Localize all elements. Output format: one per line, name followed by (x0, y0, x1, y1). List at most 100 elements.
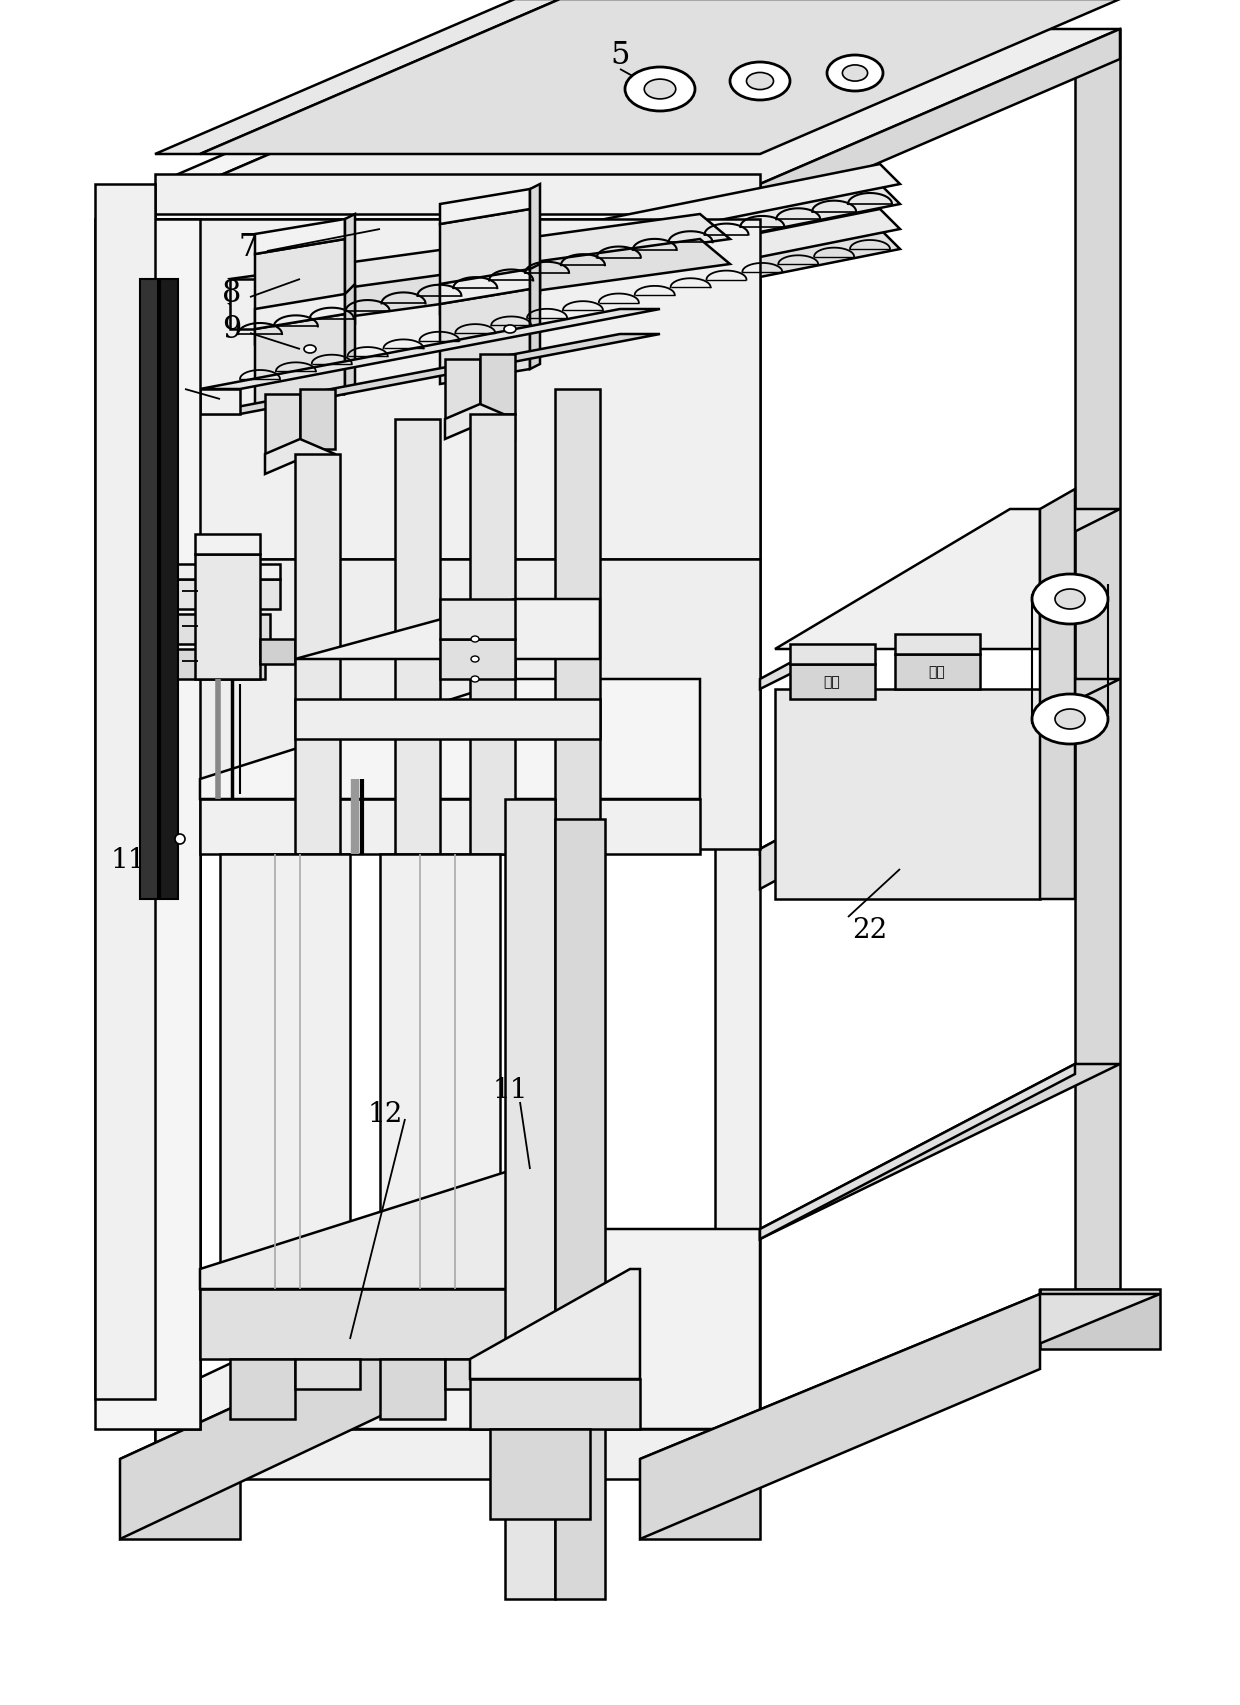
Polygon shape (480, 1289, 600, 1349)
Ellipse shape (827, 56, 883, 92)
Polygon shape (155, 220, 760, 254)
Ellipse shape (1055, 709, 1085, 730)
Polygon shape (556, 390, 600, 854)
Polygon shape (470, 1379, 640, 1429)
Ellipse shape (842, 66, 868, 82)
Polygon shape (200, 1170, 529, 1289)
Text: 3: 3 (157, 370, 177, 401)
Polygon shape (195, 554, 260, 680)
Text: 7: 7 (238, 232, 258, 263)
Polygon shape (760, 680, 1120, 854)
Ellipse shape (1055, 590, 1085, 610)
Polygon shape (155, 559, 760, 849)
Polygon shape (229, 280, 260, 329)
Polygon shape (200, 800, 701, 854)
Polygon shape (140, 280, 157, 900)
Polygon shape (229, 240, 730, 329)
Polygon shape (515, 31, 560, 1289)
Polygon shape (775, 689, 1040, 900)
Polygon shape (1040, 489, 1075, 900)
Polygon shape (445, 360, 480, 419)
Polygon shape (760, 680, 1075, 890)
Polygon shape (760, 31, 1120, 215)
Text: 8: 8 (222, 278, 242, 309)
Polygon shape (200, 1289, 529, 1359)
Text: 电机: 电机 (929, 665, 945, 679)
Polygon shape (895, 655, 980, 689)
Text: 20: 20 (139, 610, 175, 638)
Polygon shape (396, 419, 440, 854)
Polygon shape (295, 455, 340, 854)
Polygon shape (895, 634, 980, 655)
Polygon shape (345, 215, 355, 329)
Ellipse shape (645, 80, 676, 101)
Polygon shape (155, 0, 560, 155)
Polygon shape (445, 1359, 510, 1390)
Polygon shape (529, 264, 539, 370)
Text: 9: 9 (222, 314, 242, 346)
Polygon shape (379, 1359, 445, 1419)
Polygon shape (760, 510, 1120, 689)
Ellipse shape (175, 834, 185, 844)
Polygon shape (440, 600, 515, 639)
Text: 5: 5 (610, 39, 630, 70)
Polygon shape (255, 315, 345, 409)
Polygon shape (480, 355, 515, 414)
Ellipse shape (746, 73, 774, 90)
Polygon shape (790, 644, 875, 665)
Polygon shape (295, 699, 600, 740)
Polygon shape (155, 1429, 760, 1480)
Polygon shape (760, 1064, 1075, 1240)
Polygon shape (440, 269, 529, 305)
Polygon shape (260, 639, 295, 665)
Polygon shape (200, 0, 1120, 155)
Ellipse shape (1032, 575, 1109, 624)
Polygon shape (200, 680, 701, 800)
Polygon shape (295, 1359, 360, 1390)
Polygon shape (640, 1294, 1159, 1459)
Polygon shape (490, 1429, 590, 1519)
Polygon shape (200, 334, 660, 414)
Polygon shape (255, 295, 345, 329)
Polygon shape (440, 189, 529, 225)
Polygon shape (157, 650, 265, 680)
Polygon shape (345, 285, 355, 396)
Polygon shape (255, 220, 345, 254)
Polygon shape (120, 1294, 600, 1459)
Polygon shape (155, 220, 200, 1480)
Polygon shape (255, 240, 345, 344)
Text: 12: 12 (367, 1101, 403, 1127)
Polygon shape (300, 390, 335, 450)
Polygon shape (155, 689, 560, 854)
Polygon shape (505, 800, 556, 1599)
Polygon shape (229, 215, 730, 305)
Ellipse shape (304, 346, 316, 355)
Text: 电机: 电机 (823, 675, 841, 689)
Polygon shape (157, 580, 280, 610)
Polygon shape (790, 665, 875, 699)
Polygon shape (640, 1480, 760, 1540)
Ellipse shape (471, 656, 479, 663)
Polygon shape (556, 820, 605, 1599)
Polygon shape (470, 1269, 640, 1379)
Polygon shape (157, 564, 280, 580)
Polygon shape (155, 220, 760, 559)
Polygon shape (200, 390, 241, 414)
Polygon shape (470, 414, 515, 854)
Polygon shape (229, 165, 900, 315)
Ellipse shape (730, 63, 790, 101)
Polygon shape (229, 184, 900, 334)
Polygon shape (229, 210, 900, 360)
Polygon shape (715, 220, 760, 1480)
Polygon shape (160, 280, 179, 900)
Polygon shape (775, 510, 1040, 650)
Polygon shape (529, 184, 539, 300)
Text: 11: 11 (492, 1076, 528, 1103)
Polygon shape (200, 31, 1120, 184)
Polygon shape (155, 176, 760, 215)
Polygon shape (155, 184, 760, 220)
Polygon shape (640, 1289, 1040, 1540)
Text: 19: 19 (139, 646, 175, 673)
Polygon shape (200, 310, 660, 390)
Polygon shape (440, 639, 515, 680)
